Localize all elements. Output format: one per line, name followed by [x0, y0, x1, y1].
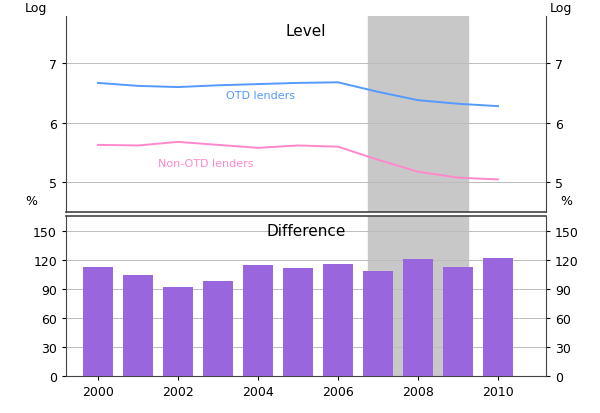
Text: Difference: Difference [266, 223, 346, 238]
Text: Level: Level [286, 24, 326, 39]
Bar [483, 258, 513, 376]
Bar [283, 268, 313, 376]
Text: Log: Log [25, 2, 47, 14]
Bar [363, 272, 393, 376]
Text: OTD lenders: OTD lenders [226, 90, 295, 100]
Text: %: % [560, 194, 572, 207]
Bar [203, 281, 233, 376]
Bar [368, 217, 468, 376]
Bar [163, 287, 193, 376]
Bar [403, 259, 433, 376]
Text: Non-OTD lenders: Non-OTD lenders [158, 158, 254, 169]
Bar [123, 275, 153, 376]
Bar [443, 267, 473, 376]
Text: %: % [25, 194, 37, 207]
Bar [323, 264, 353, 376]
Bar [243, 265, 273, 376]
Bar [83, 267, 113, 376]
Bar [368, 17, 468, 213]
Text: Log: Log [550, 2, 572, 14]
